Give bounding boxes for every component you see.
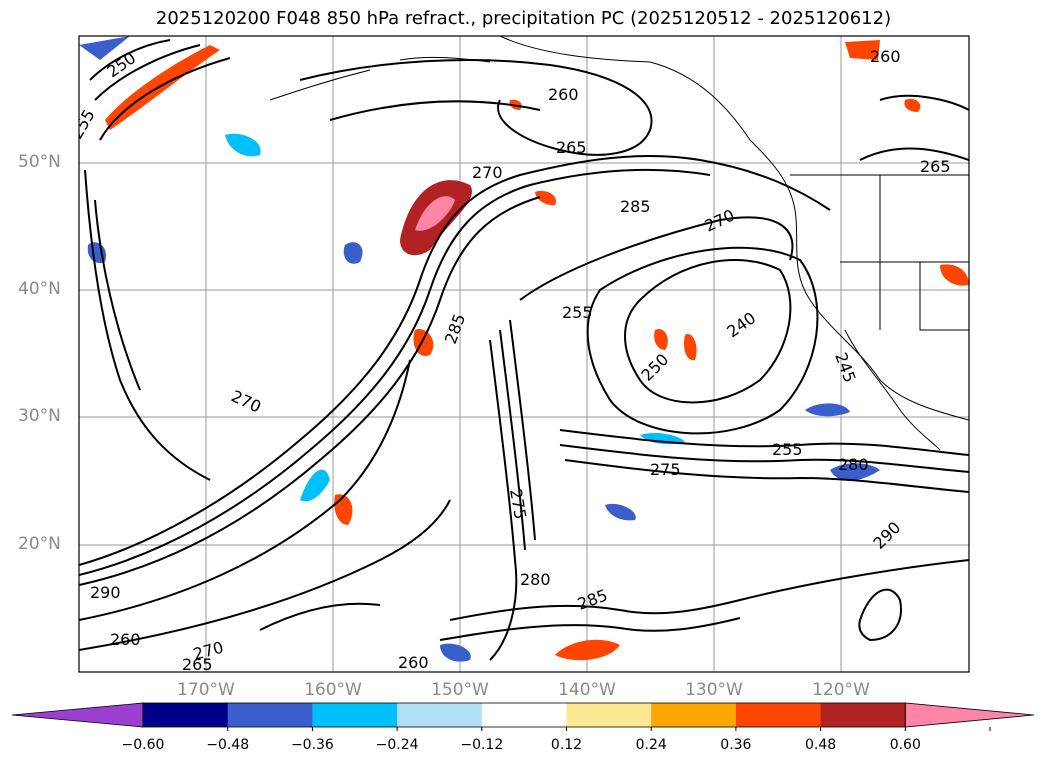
lon-label: 130°W <box>685 680 743 700</box>
contour-label: 270 <box>472 163 503 182</box>
contour-label: 260 <box>548 85 579 104</box>
colorbar-tick-label: 0.36 <box>720 737 752 753</box>
contour-label: 275 <box>650 460 681 479</box>
colorbar-segment <box>312 703 398 727</box>
colorbar-segment <box>227 703 313 727</box>
colorbar-segment <box>651 703 737 727</box>
colorbar-segment <box>143 703 229 727</box>
lon-label: 150°W <box>431 680 489 700</box>
lon-label: 120°W <box>812 680 870 700</box>
contour-label: 260 <box>870 47 901 66</box>
colorbar-segment <box>566 703 652 727</box>
contour-label: 265 <box>920 157 951 176</box>
lon-label: 140°W <box>558 680 616 700</box>
precip-shading <box>79 36 969 662</box>
colorbar-tick-label: −0.12 <box>460 737 504 753</box>
lat-label: 50°N <box>18 152 61 172</box>
map-frame <box>78 35 970 673</box>
contour-label: 280 <box>520 570 551 589</box>
contour-label: 255 <box>772 440 803 459</box>
colorbar-segment <box>820 703 906 727</box>
gridlines <box>79 36 969 672</box>
colorbar-tick-label: −0.48 <box>206 737 250 753</box>
contour-label: 260 <box>398 653 429 672</box>
lon-label: 170°W <box>177 680 235 700</box>
lat-label: 30°N <box>18 406 61 426</box>
contour-label: 255 <box>562 303 593 322</box>
contour-label: 260 <box>110 630 141 649</box>
lat-label: 20°N <box>18 534 61 554</box>
contour-label: 265 <box>182 655 213 674</box>
colorbar-segment <box>735 703 822 727</box>
colorbar-frame <box>142 702 906 728</box>
colorbar-extend-low <box>11 702 144 728</box>
lon-label: 160°W <box>304 680 362 700</box>
colorbar-tick-label: −0.36 <box>290 737 334 753</box>
colorbar-tick-label: −0.24 <box>375 737 419 753</box>
contour-label: 280 <box>838 455 869 474</box>
colorbar-tick-label: 0.48 <box>805 737 837 753</box>
colorbar-tick-label: −0.60 <box>121 737 165 753</box>
contour-label: 290 <box>90 583 121 602</box>
chart-title: 2025120200 F048 850 hPa refract., precip… <box>155 8 892 29</box>
colorbar-extend-high <box>904 702 1035 728</box>
contour-label: 265 <box>556 138 587 157</box>
coastlines <box>269 36 969 451</box>
colorbar-tick-label: 0.60 <box>889 737 921 753</box>
colorbar-tick-label: 0.12 <box>550 737 583 753</box>
colorbar-tick-label: 0.24 <box>635 737 667 753</box>
contour-label: 285 <box>620 197 651 216</box>
lat-label: 40°N <box>18 279 61 299</box>
contour-lines <box>79 39 969 661</box>
colorbar-segment <box>397 703 483 727</box>
colorbar-segment <box>481 703 567 727</box>
